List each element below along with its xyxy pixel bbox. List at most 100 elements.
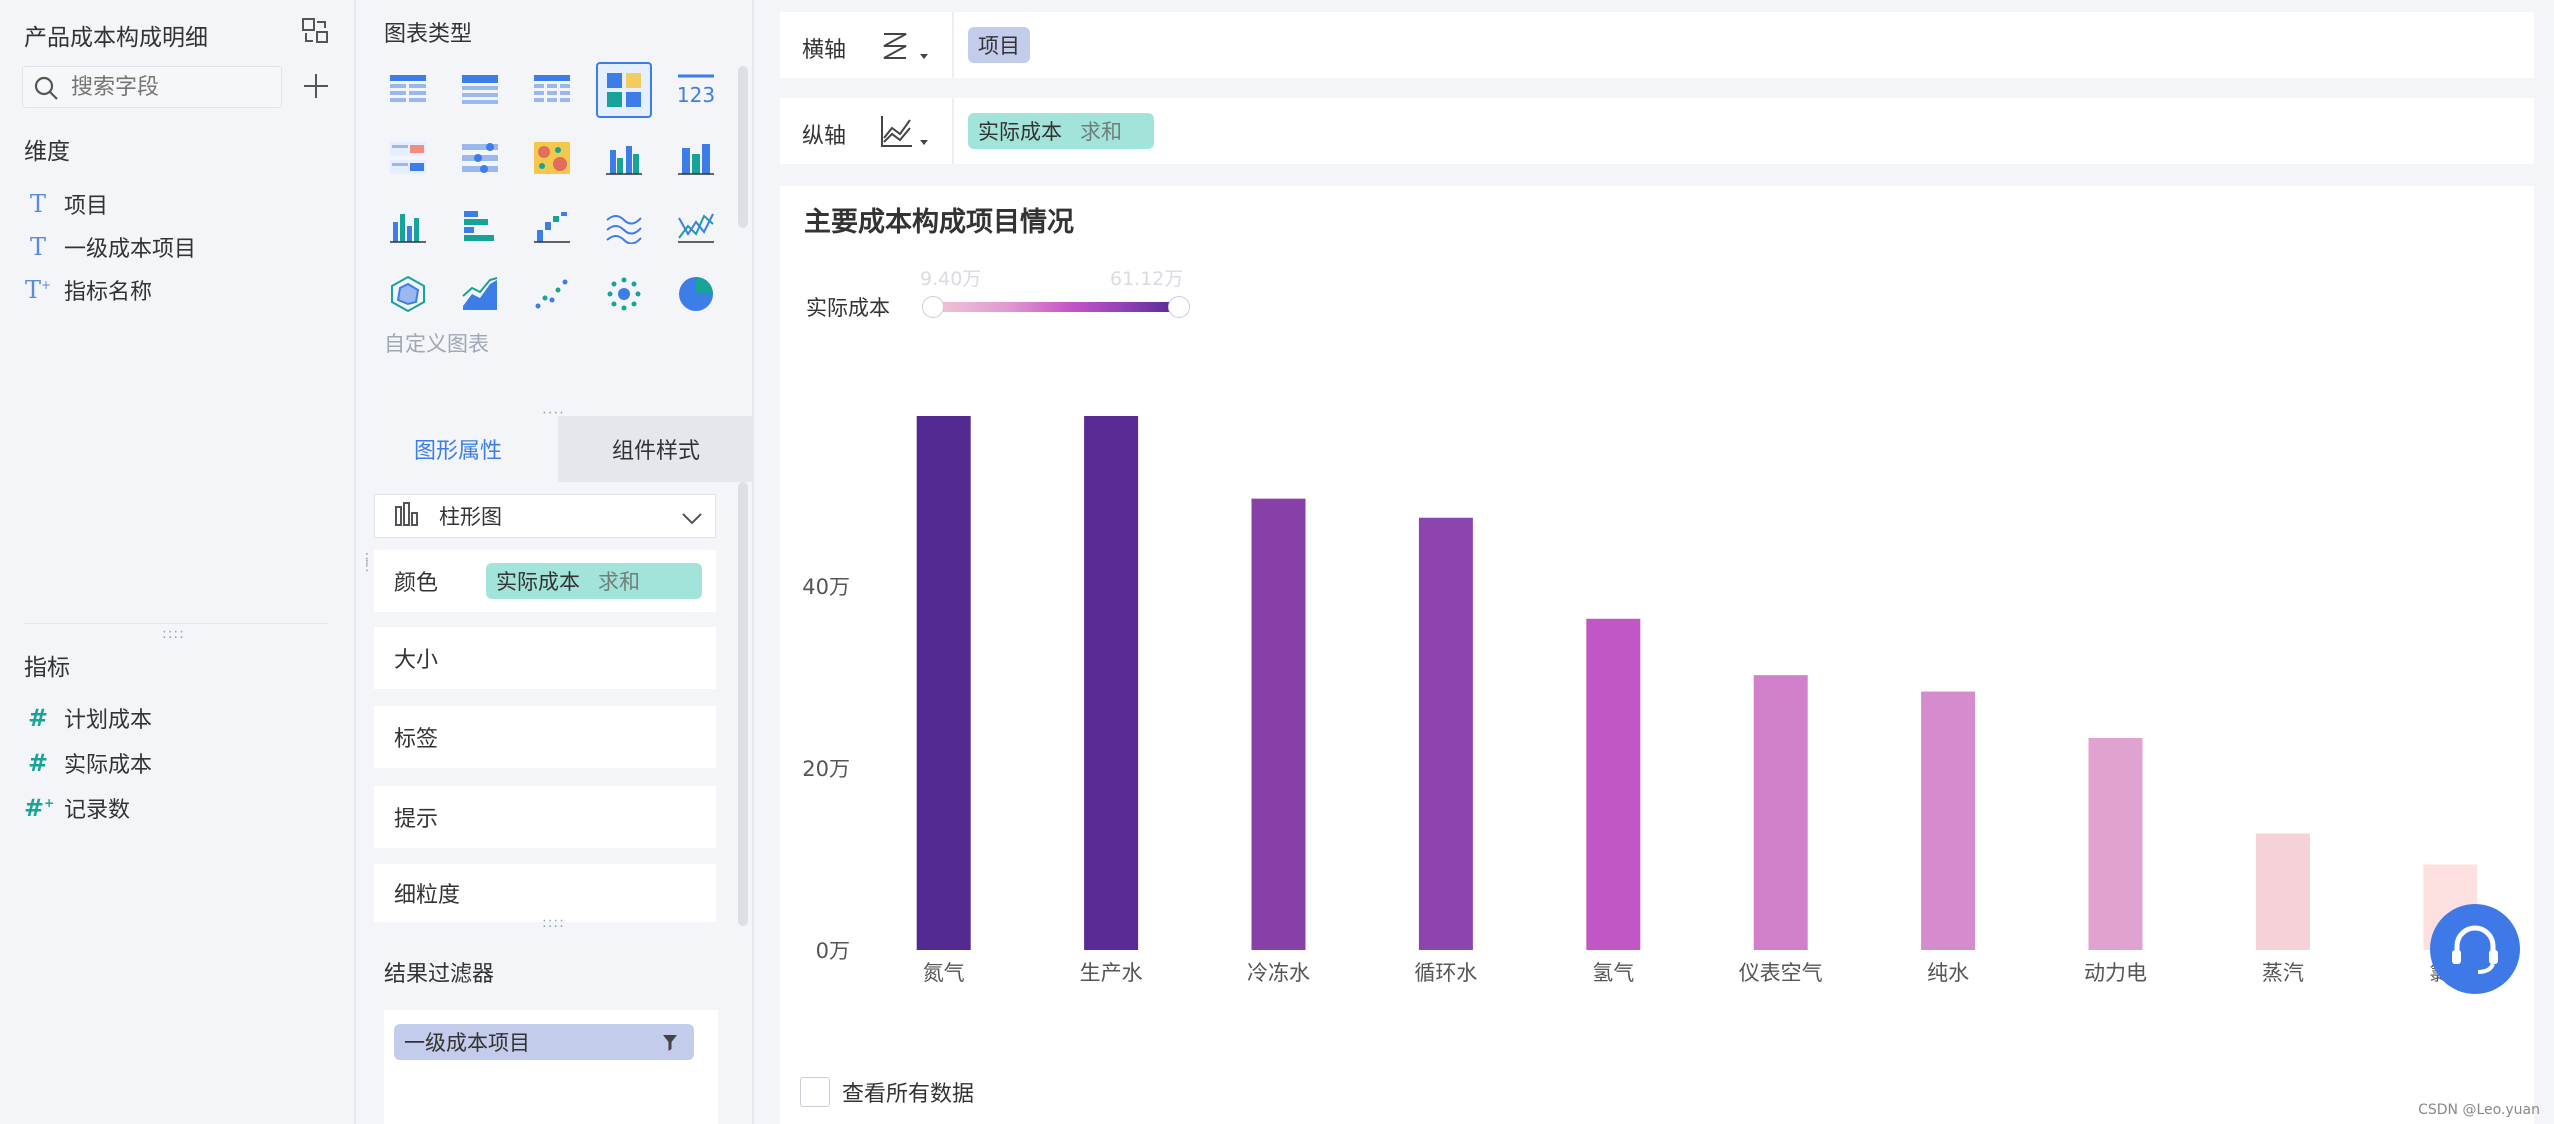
x-axis-label: 横轴 <box>802 38 847 63</box>
legend-min-handle[interactable] <box>922 296 944 318</box>
horizontal-bar-icon[interactable] <box>452 198 508 254</box>
cross-table-icon[interactable] <box>452 62 508 118</box>
legend-max-handle[interactable] <box>1168 296 1190 318</box>
grouped-bar-icon[interactable] <box>596 130 652 186</box>
x-axis-field-pill[interactable]: 项目 <box>968 27 1030 63</box>
property-label: 提示 <box>394 807 439 832</box>
chart-canvas: 横轴 项目 纵轴 实际成本 求和 主要成本构成项目情况 实际成本 9.40万 6… <box>756 0 2554 1124</box>
field-panel: 产品成本构成明细 维度 T 项目 T 一级成本项目 T+ 指标名称 :::: 指… <box>0 0 356 1124</box>
scatter-chart-icon[interactable] <box>524 266 580 322</box>
search-input[interactable] <box>71 73 271 101</box>
bar-chart-svg: 0万20万40万60万氮气生产水冷冻水循环水氢气仪表空气纯水动力电蒸汽氯气 <box>802 416 2478 985</box>
property-size-row[interactable]: 大小 <box>374 627 716 689</box>
bubble-chart-icon[interactable] <box>596 266 652 322</box>
x-tick-label: 纯水 <box>1927 961 1969 985</box>
measure-field-planned-cost[interactable]: # 计划成本 <box>24 698 152 738</box>
y-tick-label: 0万 <box>816 939 850 963</box>
dimension-field-cost-level1[interactable]: T 一级成本项目 <box>24 227 196 267</box>
x-tick-label: 冷冻水 <box>1247 961 1310 985</box>
watermark: CSDN @Leo.yuan <box>2418 1102 2540 1118</box>
axis-type-dropdown-icon[interactable] <box>876 112 940 152</box>
x-tick-label: 仪表空气 <box>1739 961 1823 985</box>
color-legend-gradient <box>934 302 1178 312</box>
result-filter-title: 结果过滤器 <box>384 962 495 987</box>
bar[interactable] <box>916 416 971 951</box>
progress-list-icon[interactable] <box>452 130 508 186</box>
panel-resize-handle[interactable]: :::: <box>162 626 185 642</box>
legend-min-value: 9.40万 <box>920 268 982 290</box>
pie-chart-icon[interactable] <box>668 266 724 322</box>
bar[interactable] <box>2255 833 2310 950</box>
dimension-field-item[interactable]: T 项目 <box>24 184 108 224</box>
waterfall-icon[interactable] <box>524 198 580 254</box>
line-chart-icon[interactable] <box>596 198 652 254</box>
radar-chart-icon[interactable] <box>380 266 436 322</box>
x-axis-bar[interactable]: 横轴 项目 <box>780 12 2534 78</box>
measure-field-record-count[interactable]: #+ 记录数 <box>24 788 130 828</box>
chart-type-scrollbar[interactable] <box>738 66 748 228</box>
svg-text:123: 123 <box>677 83 715 107</box>
column-chart-icon[interactable] <box>380 198 436 254</box>
y-axis-bar[interactable]: 纵轴 实际成本 求和 <box>780 98 2534 164</box>
measures-label: 指标 <box>24 655 70 681</box>
view-all-checkbox[interactable] <box>800 1077 830 1107</box>
property-label: 颜色 <box>394 571 439 596</box>
property-granularity-row[interactable]: 细粒度 <box>374 864 716 922</box>
bar[interactable] <box>1921 691 1976 950</box>
result-filter-dropzone[interactable]: 一级成本项目 <box>384 1010 718 1124</box>
add-field-button[interactable] <box>300 70 332 102</box>
filter-field-pill[interactable]: 一级成本项目 <box>394 1024 694 1060</box>
bar[interactable] <box>1586 618 1641 950</box>
x-tick-label: 生产水 <box>1080 961 1143 985</box>
measure-field-actual-cost[interactable]: # 实际成本 <box>24 743 152 783</box>
axis-type-dropdown-icon[interactable] <box>876 26 940 66</box>
properties-scrollbar[interactable] <box>738 482 748 926</box>
kpi-number-icon[interactable]: 123 <box>668 62 724 118</box>
stacked-bar-icon[interactable] <box>668 130 724 186</box>
y-field-agg: 求和 <box>1080 120 1122 144</box>
drag-handle-icon[interactable]: ⋮ ⋮ <box>360 551 374 574</box>
kpi-card-icon[interactable] <box>380 130 436 186</box>
bar[interactable] <box>2088 737 2143 950</box>
color-field-name: 实际成本 <box>496 570 580 594</box>
custom-chart-icon-selected[interactable] <box>596 62 652 118</box>
bar[interactable] <box>1084 416 1139 950</box>
panel-resize-handle[interactable]: :::: <box>542 915 565 931</box>
property-tabs: 图形属性 组件样式 <box>358 416 754 482</box>
x-tick-label: 蒸汽 <box>2262 961 2304 985</box>
customer-service-button[interactable] <box>2430 904 2520 994</box>
property-color-row[interactable]: 颜色 实际成本 求和 <box>374 550 716 612</box>
y-tick-label: 20万 <box>802 757 850 781</box>
property-tooltip-row[interactable]: 提示 <box>374 786 716 848</box>
chart-card: 主要成本构成项目情况 实际成本 9.40万 61.12万 0万 20万 40万 60万… <box>780 186 2534 1124</box>
field-search[interactable] <box>22 66 282 108</box>
custom-chart-label[interactable]: 自定义图表 <box>384 332 489 356</box>
divider <box>952 12 954 78</box>
detail-table-icon[interactable] <box>524 62 580 118</box>
heatmap-icon[interactable] <box>524 130 580 186</box>
color-field-pill[interactable]: 实际成本 求和 <box>486 563 702 599</box>
bar[interactable] <box>1418 517 1473 950</box>
property-label: 大小 <box>394 648 439 673</box>
y-field-name: 实际成本 <box>978 120 1062 144</box>
table-chart-icon[interactable] <box>380 62 436 118</box>
text-type-icon: T <box>29 233 46 261</box>
tab-graphic-properties[interactable]: 图形属性 <box>358 416 558 482</box>
filter-icon[interactable] <box>662 1033 678 1057</box>
combo-chart-icon[interactable] <box>668 198 724 254</box>
calculated-number-type-icon: #+ <box>24 794 55 822</box>
tab-component-style[interactable]: 组件样式 <box>558 416 754 482</box>
dimension-field-metric-name[interactable]: T+ 指标名称 <box>24 270 152 310</box>
property-label: 标签 <box>394 727 439 752</box>
area-chart-icon[interactable] <box>452 266 508 322</box>
bar[interactable] <box>1251 498 1306 950</box>
x-tick-label: 氢气 <box>1592 961 1634 985</box>
bar[interactable] <box>1753 675 1808 950</box>
property-label-row[interactable]: 标签 <box>374 706 716 768</box>
switch-dataset-icon[interactable] <box>300 16 330 46</box>
chart-kind-select[interactable]: 柱形图 <box>374 494 716 538</box>
y-axis-field-pill[interactable]: 实际成本 求和 <box>968 113 1154 149</box>
view-all-data-toggle[interactable]: 查看所有数据 <box>800 1076 974 1108</box>
view-all-label: 查看所有数据 <box>842 1082 975 1107</box>
divider <box>24 623 328 624</box>
